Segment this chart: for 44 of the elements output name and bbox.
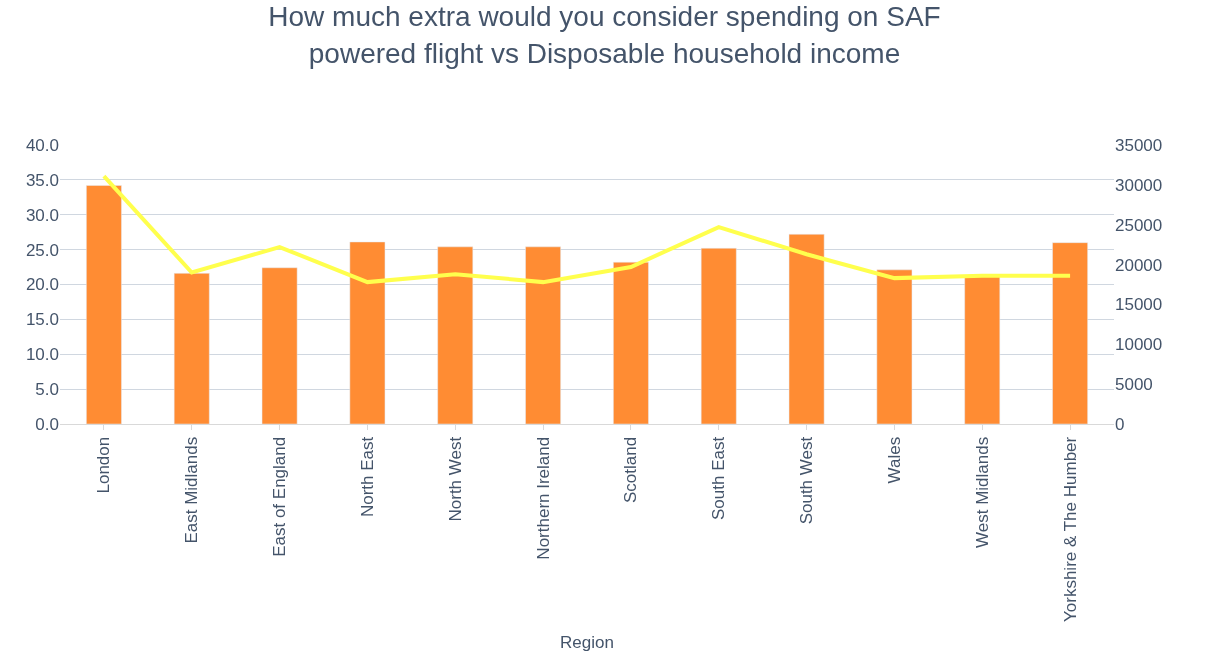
y-tick-label: 30.0 bbox=[25, 205, 59, 225]
bar bbox=[613, 261, 649, 424]
bar bbox=[261, 267, 298, 424]
y2-tick-label: 30000 bbox=[1115, 175, 1163, 195]
bar bbox=[700, 247, 737, 424]
x-tick-label: West Midlands bbox=[972, 436, 992, 548]
bar bbox=[525, 246, 561, 424]
bar bbox=[349, 241, 386, 424]
bar bbox=[876, 269, 913, 424]
y-tick-label: 5.0 bbox=[35, 380, 59, 400]
x-tick-label: North East bbox=[357, 436, 377, 518]
x-axis-title: Region bbox=[560, 633, 614, 653]
bar bbox=[1052, 242, 1088, 424]
y2-tick-label: 25000 bbox=[1115, 215, 1163, 235]
y2-tick-label: 15000 bbox=[1115, 295, 1163, 315]
line-series bbox=[101, 174, 1073, 285]
y2-tick-label: 20000 bbox=[1115, 255, 1163, 275]
y-tick-label: 35.0 bbox=[25, 170, 59, 190]
x-tick-label: London bbox=[94, 436, 114, 494]
y-tick-label: 20.0 bbox=[25, 275, 59, 295]
y2-tick-label: 5000 bbox=[1115, 375, 1153, 395]
y2-tick-label: 0 bbox=[1115, 414, 1125, 434]
bar bbox=[437, 246, 474, 424]
bar bbox=[86, 185, 122, 424]
x-tick-label: East Midlands bbox=[182, 436, 202, 544]
y2-tick-label: 10000 bbox=[1115, 335, 1163, 355]
bar bbox=[964, 275, 1001, 424]
x-tick-label: North West bbox=[445, 436, 465, 522]
y2-tick-label: 35000 bbox=[1115, 135, 1163, 155]
y-tick-label: 40.0 bbox=[25, 135, 59, 155]
y-tick-label: 0.0 bbox=[35, 414, 59, 434]
x-tick-label: Yorkshire & The Humber bbox=[1060, 436, 1080, 622]
y-tick-label: 15.0 bbox=[25, 310, 59, 330]
x-tick-label: East of England bbox=[270, 436, 290, 557]
chart-title: How much extra would you consider spending on SAF powered flight vs Disposable household income bbox=[268, 1, 941, 69]
y-tick-label: 10.0 bbox=[25, 345, 59, 365]
x-tick-label: Northern Ireland bbox=[533, 436, 553, 560]
x-tick-label: Wales bbox=[884, 436, 904, 484]
x-tick-label: Scotland bbox=[621, 436, 641, 503]
y-tick-label: 25.0 bbox=[25, 240, 59, 260]
bar bbox=[173, 273, 210, 424]
x-tick-label: South West bbox=[797, 436, 817, 525]
x-tick-label: South East bbox=[709, 436, 729, 520]
bar bbox=[788, 234, 825, 424]
